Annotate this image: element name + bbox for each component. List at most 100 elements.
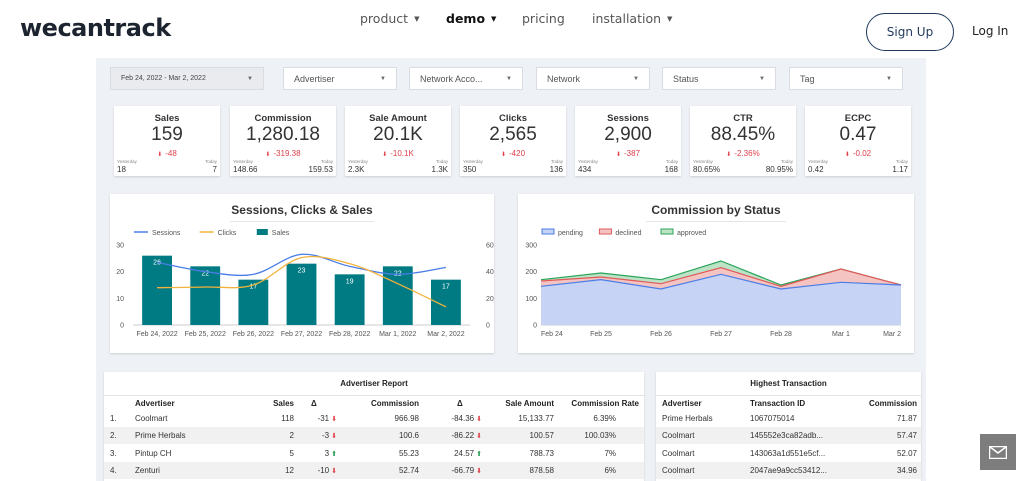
kpi-delta-value: -387 [624,149,641,158]
advertiser-filter[interactable]: Advertiser ▼ [283,67,397,90]
x-tick-label: Feb 24, 2022 [136,331,177,338]
x-tick-label: Feb 25, 2022 [185,331,226,338]
network-account-filter[interactable]: Network Acco... ▼ [409,67,523,90]
kpi-value: 2,565 [489,124,537,145]
highest-transaction-table: Highest Transaction Advertiser Transactio… [656,372,921,481]
network-filter[interactable]: Network ▼ [536,67,650,90]
table-row[interactable] [656,426,921,444]
column-header[interactable]: Commission Rate [571,399,639,408]
chevron-down-icon: ▼ [759,75,765,82]
kpi-card-ecpc: ECPC 0.47 ⬇ -0.02 Yesterday Today 0.42 1.17 [805,106,911,176]
legend-pending[interactable]: pending [541,228,583,237]
tag-filter[interactable]: Tag ▼ [789,67,903,90]
kpi-title: Commission [254,113,312,124]
yesterday-label: Yesterday [348,159,368,164]
today-value: 136 [549,165,563,174]
chevron-down-icon: ▼ [491,15,497,23]
nav-installation-label: installation [592,11,662,26]
column-header[interactable]: Sale Amount [505,399,554,408]
column-header[interactable]: Transaction ID [750,399,806,408]
nav-pricing[interactable]: pricing [522,11,565,26]
commission-delta-value: 24.57 [454,448,475,458]
kpi-title: Sale Amount [369,113,427,124]
x-tick-label: Feb 26, 2022 [233,331,274,338]
yesterday-value: 80.65% [693,165,721,174]
sales-delta-value: -31 [317,413,330,423]
yesterday-value: 148.66 [233,165,258,174]
arrow-down-icon: ⬇ [476,468,482,475]
bar-data-label: 17 [442,284,450,291]
kpi-delta: ⬇ -48 [114,149,220,158]
commission-value: 52.74 [398,466,419,475]
legend-clicks[interactable]: Clicks [199,230,237,237]
arrow-down-icon: ⬇ [726,152,732,158]
sign-up-button[interactable]: Sign Up [866,13,954,51]
arrow-down-icon: ⬇ [500,152,506,158]
advertiser-name: Coolmart [662,448,695,458]
x-tick-label: Feb 28, 2022 [329,331,370,338]
table-row[interactable] [104,461,644,479]
advertiser-name: Zenturi [135,466,160,475]
contact-mail-button[interactable] [980,434,1016,470]
arrow-up-icon: ⬆ [331,450,337,458]
column-header[interactable]: Sales [273,399,294,408]
legend-swatch [660,228,674,235]
sessions-line [156,253,447,277]
table-row[interactable] [656,461,921,479]
legend-approved[interactable]: approved [660,228,706,237]
sales-delta: -3 ⬇ [294,431,337,440]
arrow-down-icon: ⬇ [331,415,337,423]
advertiser-name: Coolmart [662,431,695,440]
chevron-down-icon: ▼ [380,75,386,82]
column-header[interactable]: Δ [457,399,463,408]
legend-label: declined [615,230,641,237]
arrow-down-icon: ⬇ [331,433,337,440]
kpi-value: 0.47 [839,124,877,145]
date-range-filter[interactable]: Feb 24, 2022 - Mar 2, 2022 ▼ [110,67,264,90]
table-row[interactable] [104,426,644,444]
today-label: Today [320,159,333,164]
nav-installation[interactable]: installation ▼ [592,11,672,26]
chart-title: Commission by Status [651,203,781,217]
column-header[interactable]: Advertiser [662,399,702,408]
legend-swatch [256,229,268,235]
arrow-down-icon: ⬇ [331,468,337,475]
sale-amount-value: 788.73 [529,448,554,458]
legend-label: approved [677,230,706,237]
kpi-delta-value: -0.02 [852,149,872,158]
kpi-delta: ⬇ -420 [460,149,566,158]
sales-value: 5 [289,448,294,458]
sales-bar [190,266,221,325]
sale-amount-value: 15,133.77 [518,413,554,423]
y-tick-label: 10 [116,296,124,303]
sales-delta-value: -3 [322,431,330,440]
column-header[interactable]: Δ [311,399,317,408]
divider [104,395,644,396]
column-header[interactable]: Commission [868,399,917,408]
column-header[interactable]: Commission [370,399,419,408]
commission-by-status-chart: pending declined approved 0 100 200 300 Feb 24 F… [525,228,902,338]
legend-sessions[interactable]: Sessions [134,230,181,237]
nav-demo[interactable]: demo ▼ [446,11,496,26]
wecantrack-logo[interactable]: wecantrack [20,14,171,42]
yesterday-value: 0.42 [808,165,824,174]
status-filter[interactable]: Status ▼ [662,67,776,90]
kpi-delta-value: -10.1K [390,149,414,158]
nav-product-label: product [360,11,409,26]
legend-declined[interactable]: declined [598,228,642,237]
pending-line [540,273,902,290]
nav-pricing-label: pricing [522,11,565,26]
arrow-down-icon: ⬇ [157,152,163,158]
today-value: 168 [664,165,678,174]
column-header[interactable]: Advertiser [135,399,175,408]
chevron-down-icon: ▼ [414,15,420,23]
commission-delta: 24.57 ⬆ [424,449,482,458]
yesterday-value: 434 [578,165,592,174]
commission-delta: -66.79 ⬇ [424,466,482,475]
nav-product[interactable]: product ▼ [360,11,419,26]
legend-sales[interactable]: Sales [256,229,290,237]
arrow-up-icon: ⬆ [476,450,482,458]
x-tick-label: Mar 1, 2022 [379,331,416,338]
log-in-link[interactable]: Log In [972,24,1009,38]
kpi-value: 20.1K [373,124,423,145]
